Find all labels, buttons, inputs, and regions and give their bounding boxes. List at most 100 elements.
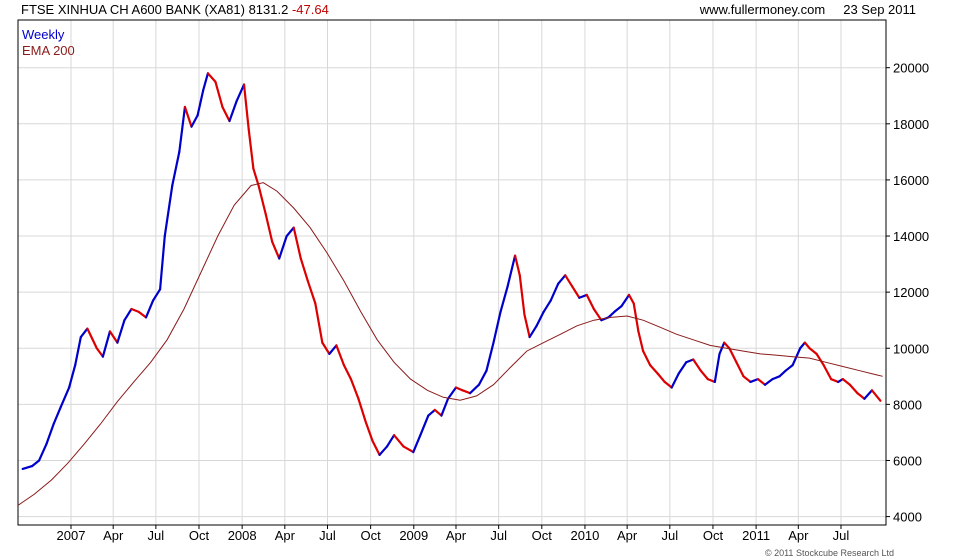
x-tick-label: Oct: [532, 528, 553, 543]
weekly-segment: [342, 363, 353, 381]
y-tick-label: 18000: [893, 117, 929, 132]
copyright: © 2011 Stockcube Research Ltd: [764, 548, 894, 558]
x-tick-label: Jul: [319, 528, 336, 543]
site-link[interactable]: www.fullermoney.com: [699, 2, 826, 17]
weekly-segment: [571, 285, 581, 299]
y-tick-label: 14000: [893, 229, 929, 244]
x-tick-label: Apr: [275, 528, 296, 543]
weekly-segment: [144, 299, 155, 319]
weekly-segment: [371, 439, 381, 456]
weekly-segment: [742, 375, 752, 384]
weekly-segment: [830, 378, 840, 384]
weekly-segment: [564, 274, 574, 288]
weekly-segment: [392, 434, 405, 448]
x-tick-label: Oct: [189, 528, 210, 543]
x-tick-label: Apr: [788, 528, 809, 543]
weekly-segment: [178, 105, 187, 153]
weekly-segment: [535, 310, 545, 327]
weekly-segment: [803, 341, 811, 350]
weekly-segment: [848, 383, 859, 395]
legend-ema: EMA 200: [22, 43, 75, 58]
weekly-segment: [485, 341, 495, 372]
weekly-segment: [841, 378, 851, 386]
weekly-segment: [799, 341, 806, 350]
weekly-segment: [21, 464, 34, 470]
weekly-segment: [202, 72, 210, 92]
weekly-segment: [637, 330, 645, 353]
weekly-segment: [285, 226, 295, 238]
weekly-segment: [528, 324, 538, 339]
weekly-segment: [692, 358, 702, 372]
y-tick-label: 6000: [893, 453, 922, 468]
weekly-segment: [499, 285, 509, 313]
x-tick-label: Jul: [148, 528, 165, 543]
weekly-segment: [101, 330, 112, 358]
weekly-segment: [264, 212, 274, 243]
weekly-segment: [756, 378, 767, 386]
weekly-segment: [38, 442, 48, 462]
weekly-segment: [477, 369, 488, 386]
x-tick-label: Apr: [617, 528, 638, 543]
weekly-segment: [454, 386, 464, 392]
weekly-segment: [870, 389, 882, 402]
weekly-segment: [607, 310, 616, 319]
weekly-segment: [299, 257, 309, 283]
weekly-segment: [196, 89, 205, 117]
weekly-segment: [461, 389, 472, 395]
weekly-segment: [713, 352, 721, 384]
weekly-segment: [364, 420, 374, 442]
weekly-segment: [649, 363, 659, 375]
x-tick-label: 2009: [399, 528, 428, 543]
weekly-segment: [68, 363, 77, 389]
weekly-segment: [79, 327, 89, 339]
weekly-segment: [385, 434, 396, 448]
x-tick-label: 2010: [570, 528, 599, 543]
weekly-segment: [30, 459, 41, 468]
weekly-segment: [542, 299, 552, 313]
weekly-segment: [412, 434, 422, 454]
header-right: www.fullermoney.com 23 Sep 2011: [682, 0, 916, 20]
weekly-segment: [585, 293, 595, 311]
weekly-segment: [190, 114, 199, 128]
ema-200-line: [17, 182, 883, 506]
weekly-segment: [123, 307, 133, 322]
chart-date: 23 Sep 2011: [843, 2, 916, 17]
weekly-segment: [663, 380, 673, 389]
weekly-segment: [306, 279, 317, 305]
weekly-segment: [627, 293, 635, 305]
weekly-segment: [378, 445, 389, 456]
weekly-segment: [171, 150, 181, 187]
weekly-segment: [592, 307, 603, 322]
y-tick-label: 10000: [893, 341, 929, 356]
weekly-segment: [549, 282, 560, 302]
weekly-segment: [468, 383, 481, 395]
weekly-segment: [749, 378, 760, 384]
weekly-segment: [151, 288, 162, 302]
weekly-segment: [863, 389, 874, 400]
x-tick-label: Jul: [833, 528, 850, 543]
weekly-segment: [735, 361, 745, 378]
weekly-segment: [784, 363, 794, 372]
weekly-segment: [778, 369, 787, 378]
weekly-segment: [235, 83, 246, 103]
weekly-segment: [513, 254, 521, 277]
weekly-segment: [822, 363, 833, 381]
weekly-segment: [402, 445, 415, 454]
weekly-segment: [163, 184, 174, 238]
weekly-segment: [349, 378, 360, 400]
weekly-segment: [771, 375, 781, 381]
weekly-segment: [357, 397, 367, 423]
weekly-segment: [518, 274, 526, 316]
weekly-segment: [440, 397, 450, 417]
weekly-segment: [578, 293, 588, 299]
x-tick-label: Apr: [446, 528, 467, 543]
weekly-segment: [433, 408, 443, 417]
weekly-segment: [158, 234, 166, 291]
weekly-segment: [419, 414, 430, 437]
weekly-segment: [271, 240, 281, 260]
title-text: FTSE XINHUA CH A600 BANK (XA81) 8131.2: [21, 2, 289, 17]
legend-weekly: Weekly: [22, 27, 65, 42]
weekly-segment: [557, 274, 567, 285]
x-tick-label: 2008: [228, 528, 257, 543]
